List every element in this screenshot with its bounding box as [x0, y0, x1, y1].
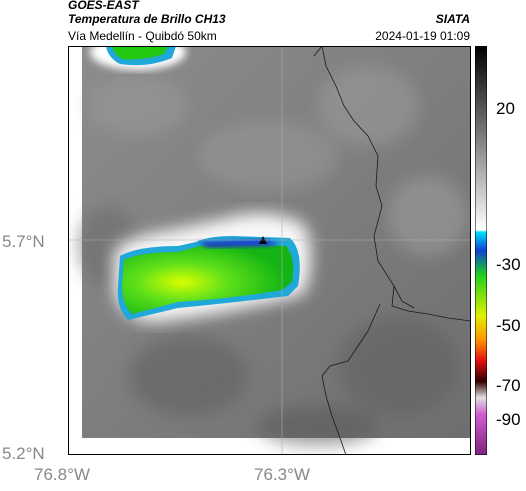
colorbar-tick-label: -90 [496, 410, 521, 429]
colorbar-tick-label: -30 [496, 255, 521, 274]
cloud-cell-main [114, 213, 311, 322]
timestamp: 2024-01-19 01:09 [375, 29, 470, 43]
route-subtitle: Vía Medellín - Quibdó 50km [68, 29, 217, 43]
product-title: Temperatura de Brillo CH13 [68, 12, 226, 26]
map-frame [68, 46, 471, 455]
lat-tick-label: 5.7°N [2, 232, 45, 251]
lon-tick-label: 76.8°W [34, 465, 90, 484]
satellite-source: GOES-EAST [68, 0, 139, 12]
boundary-line [313, 46, 323, 57]
cloud-texture [78, 66, 468, 446]
boundary-line [321, 303, 381, 455]
boundary-line [321, 46, 471, 322]
colorbar-tick-label: -50 [496, 316, 521, 335]
boundary-line [393, 285, 415, 309]
brightness-temperature-map [68, 46, 471, 455]
cloud-cell-top [90, 46, 186, 70]
organization-label: SIATA [435, 12, 470, 26]
lat-tick-label: 5.2°N [2, 444, 45, 463]
colorbar-tick-label: 20 [496, 99, 515, 118]
colorbar [475, 46, 487, 455]
colorbar-tick-label: -70 [496, 376, 521, 395]
lon-tick-label: 76.3°W [254, 465, 310, 484]
